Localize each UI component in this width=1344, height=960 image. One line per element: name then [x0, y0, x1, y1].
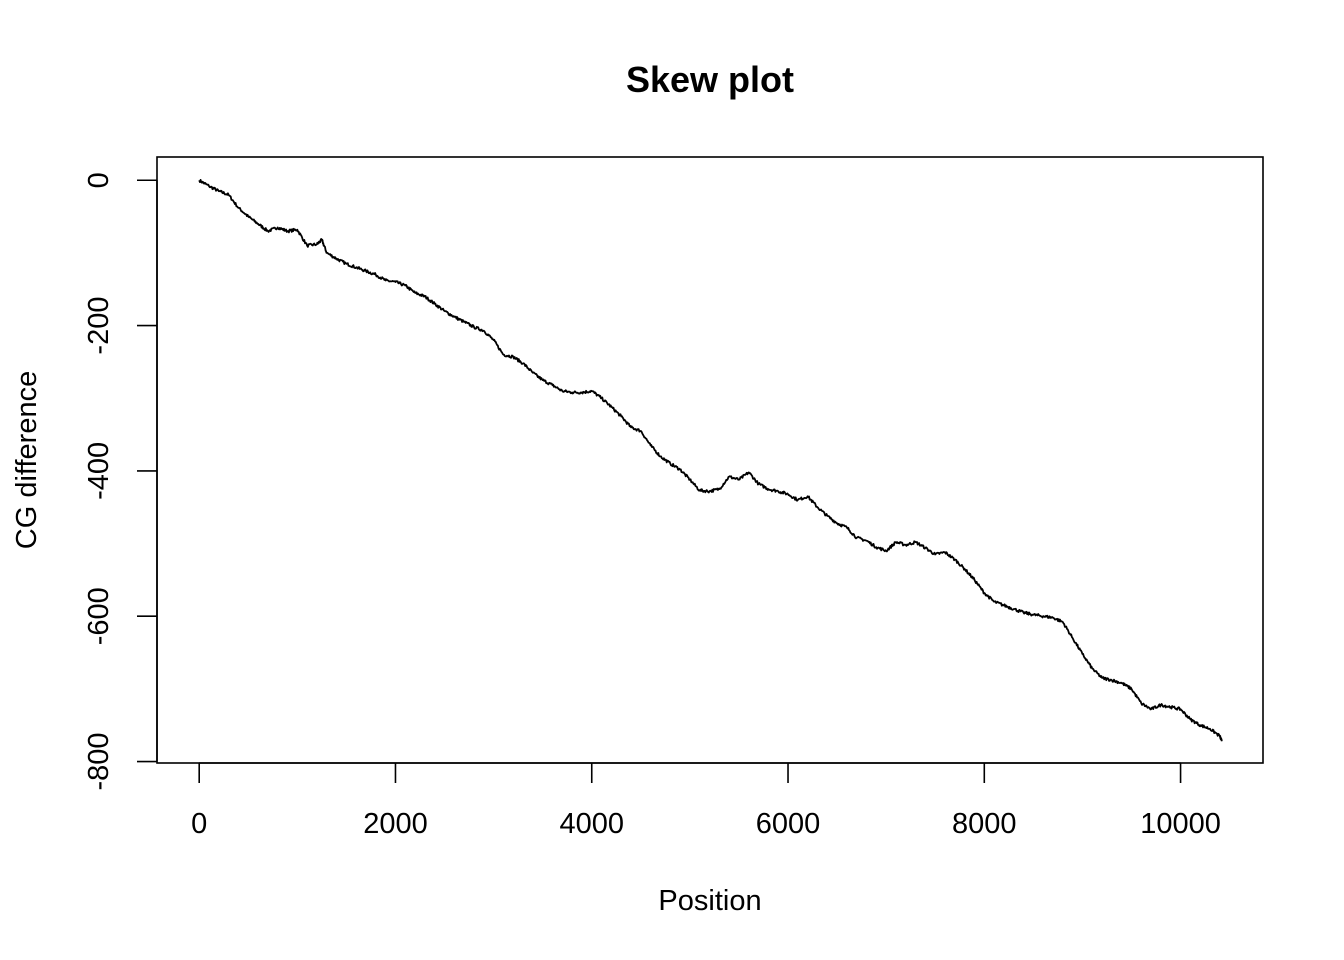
y-tick-label: -200 [83, 297, 115, 355]
x-tick-label: 10000 [1140, 808, 1221, 840]
y-axis: 0 -200 -400 -600 -800 [83, 172, 158, 791]
y-tick-label: -800 [83, 733, 115, 791]
y-tick-label: 0 [83, 172, 115, 188]
y-tick-label: -400 [83, 442, 115, 500]
x-axis: 0 2000 4000 6000 8000 10000 [191, 762, 1221, 840]
x-tick-label: 0 [191, 808, 207, 840]
x-axis-label: Position [658, 885, 761, 917]
x-tick-label: 6000 [756, 808, 821, 840]
chart-title: Skew plot [626, 59, 794, 100]
x-tick-label: 4000 [559, 808, 624, 840]
x-tick-label: 8000 [952, 808, 1017, 840]
cg-skew-line [198, 179, 1223, 742]
y-tick-label: -600 [83, 587, 115, 645]
x-tick-label: 2000 [363, 808, 428, 840]
y-axis-label: CG difference [11, 371, 43, 549]
